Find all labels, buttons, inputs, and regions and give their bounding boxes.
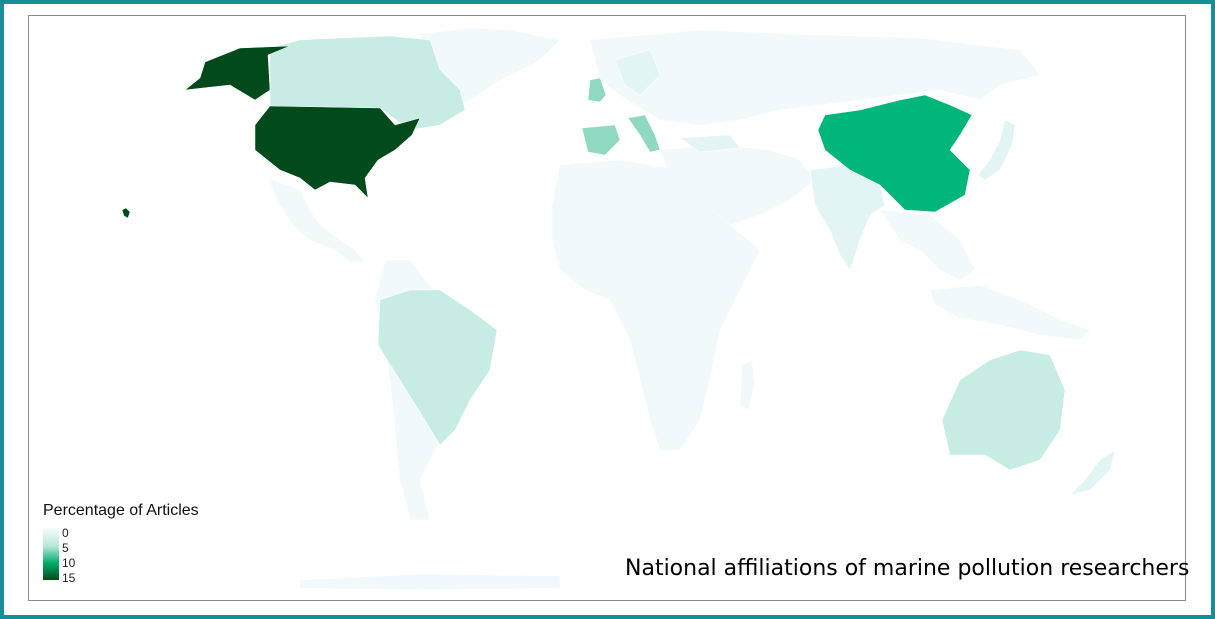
region-southeast-asia <box>879 209 976 281</box>
region-turkey <box>679 134 741 153</box>
legend-title: Percentage of Articles <box>43 502 199 519</box>
region-alaska <box>184 45 291 101</box>
region-madagascar <box>739 359 756 411</box>
legend-tick-10: 10 <box>62 556 76 570</box>
legend-tick-5: 5 <box>62 541 69 555</box>
region-brazil <box>377 289 498 446</box>
region-australia <box>941 349 1066 471</box>
legend-color-scale <box>43 528 59 580</box>
legend-tick-15: 15 <box>62 571 76 585</box>
region-spain <box>581 124 621 156</box>
region-uk <box>587 77 607 103</box>
region-japan <box>977 119 1016 181</box>
region-usa <box>254 105 421 199</box>
region-hawaii <box>121 207 131 219</box>
legend-tick-0: 0 <box>62 526 69 540</box>
region-new-zealand <box>1069 449 1116 496</box>
region-scandinavia <box>614 49 661 96</box>
region-antarctica <box>299 573 561 591</box>
region-china <box>817 94 973 213</box>
region-italy <box>627 114 661 153</box>
region-africa <box>551 159 761 451</box>
region-indonesia <box>929 284 1091 341</box>
map-caption: National affiliations of marine pollutio… <box>625 556 1190 581</box>
region-eurasia <box>589 29 1041 126</box>
region-mexico <box>267 177 366 263</box>
